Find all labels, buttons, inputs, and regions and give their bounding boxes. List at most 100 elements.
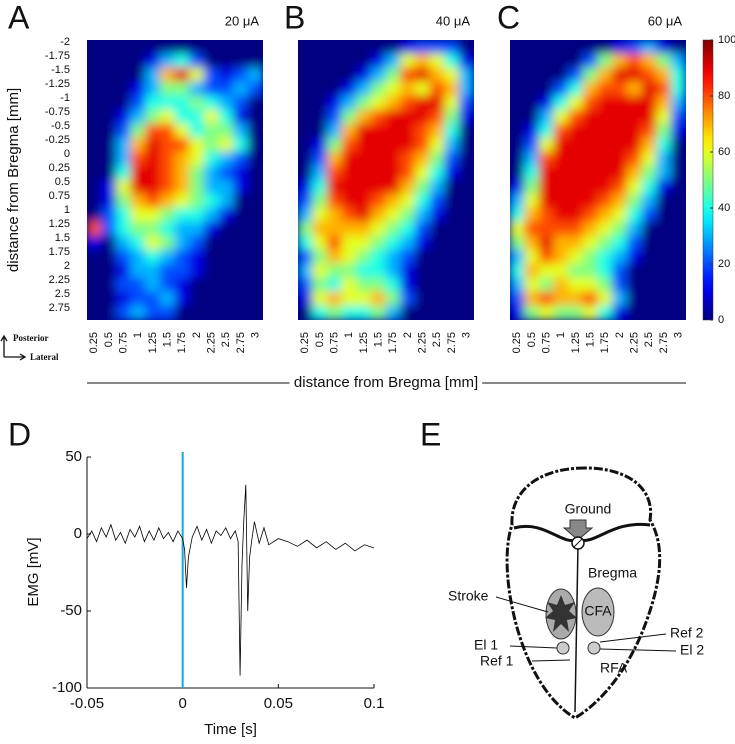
- heatmap-cell: [510, 291, 526, 307]
- heatmap-cell: [510, 165, 526, 181]
- heatmap-cell: [145, 67, 161, 83]
- heatmap-cell: [145, 277, 161, 293]
- heatmap-cell: [203, 123, 220, 139]
- heatmap-cell: [370, 277, 387, 293]
- heatmap-cell: [444, 165, 460, 181]
- y-axis-label: EMG [mV]: [25, 537, 42, 606]
- heatmap-cell: [444, 263, 460, 279]
- heatmap-cell: [326, 95, 343, 111]
- heatmap-cell: [101, 123, 117, 139]
- heatmap-cell: [189, 249, 205, 265]
- heatmap-cell: [400, 291, 416, 307]
- heatmap-cell: [326, 67, 343, 83]
- heatmap-cell: [429, 207, 446, 223]
- heatmap-cell: [641, 263, 658, 279]
- heatmap-cell: [189, 137, 205, 153]
- heatmap-cell: [414, 40, 431, 55]
- panel-label: A: [8, 0, 30, 35]
- heatmap-cell: [641, 81, 658, 97]
- heatmap-cell: [145, 193, 161, 209]
- heatmap-cell: [218, 151, 235, 167]
- heatmap-cell: [341, 221, 358, 237]
- heatmap-cell: [444, 67, 460, 83]
- heatmap-cell: [510, 235, 526, 251]
- heatmap-cell: [370, 207, 387, 223]
- heatmap-cell: [370, 193, 387, 209]
- x-tick-label: 1.75: [176, 332, 188, 353]
- heatmap-cell: [597, 109, 614, 125]
- heatmap-cell: [458, 179, 474, 195]
- heatmap-cell: [400, 109, 416, 125]
- heatmap-cell: [247, 277, 263, 293]
- x-tick-label: 1.5: [373, 332, 385, 347]
- heatmap-cell: [145, 263, 161, 279]
- heatmap-cell: [641, 67, 658, 83]
- ref2-label: Ref 2: [670, 625, 704, 641]
- heatmap-cell: [247, 53, 263, 69]
- heatmap-cell: [568, 263, 584, 279]
- heatmap-cell: [444, 109, 460, 125]
- heatmap-cell: [101, 109, 117, 125]
- heatmap-cell: [626, 207, 643, 223]
- heatmap-cell: [189, 40, 205, 55]
- stroke-lesion: [545, 595, 577, 632]
- y-tick-label: 50: [65, 448, 82, 465]
- x-tick-label: 0.05: [264, 695, 293, 712]
- heatmap-cell: [568, 165, 584, 181]
- heatmap-cell: [145, 40, 161, 55]
- heatmap-cell: [538, 263, 555, 279]
- heatmap-cell: [568, 207, 584, 223]
- heatmap-cell: [538, 165, 555, 181]
- heatmap-cell: [312, 263, 328, 279]
- heatmap-cell: [341, 291, 358, 307]
- heatmap-cell: [312, 95, 328, 111]
- x-tick-label: 3: [250, 332, 262, 338]
- heatmap-cell: [670, 263, 686, 279]
- heatmap-cell: [370, 109, 387, 125]
- heatmap-cell: [370, 67, 387, 83]
- heatmap-cell: [385, 221, 402, 237]
- heatmap-cell: [356, 109, 372, 125]
- heatmap-cell: [568, 123, 584, 139]
- heatmap-cell: [444, 277, 460, 293]
- heatmap-cell: [429, 193, 446, 209]
- heatmap-cell: [429, 235, 446, 251]
- heatmap-cell: [101, 277, 117, 293]
- heatmap-cell: [400, 40, 416, 55]
- heatmap-cell: [414, 53, 431, 69]
- heatmap-cell: [326, 123, 343, 139]
- heatmap-cell: [597, 221, 614, 237]
- heatmap-cell: [203, 179, 220, 195]
- heatmap-cell: [130, 165, 147, 181]
- heatmap-cell: [101, 263, 117, 279]
- heatmap-cell: [87, 277, 103, 293]
- heatmap-cell: [312, 193, 328, 209]
- heatmap-cell: [444, 249, 460, 265]
- heatmap-cell: [115, 179, 132, 195]
- heatmap-cell: [101, 81, 117, 97]
- heatmap-cell: [612, 137, 628, 153]
- heatmap-cell: [326, 53, 343, 69]
- heatmap-cell: [326, 151, 343, 167]
- heatmap-cell: [341, 67, 358, 83]
- heatmap-cell: [356, 95, 372, 111]
- heatmap-cell: [233, 67, 249, 83]
- heatmap: [87, 40, 263, 320]
- x-tick-label: 0.75: [118, 332, 130, 353]
- heatmap-cell: [115, 67, 132, 83]
- heatmap-cell: [233, 263, 249, 279]
- heatmap-cell: [510, 151, 526, 167]
- y-tick-label: -0.5: [51, 120, 70, 132]
- heatmap-cell: [356, 277, 372, 293]
- heatmap-cell: [510, 53, 526, 69]
- heatmap-cell: [524, 40, 540, 55]
- heatmap-cell: [400, 123, 416, 139]
- heatmap-cell: [247, 235, 263, 251]
- heatmap-cell: [130, 221, 147, 237]
- heatmap-cell: [597, 137, 614, 153]
- heatmap-cell: [298, 221, 314, 237]
- heatmap-cell: [159, 277, 176, 293]
- heatmap-cell: [510, 81, 526, 97]
- heatmap-cell: [370, 81, 387, 97]
- heatmap-cell: [145, 109, 161, 125]
